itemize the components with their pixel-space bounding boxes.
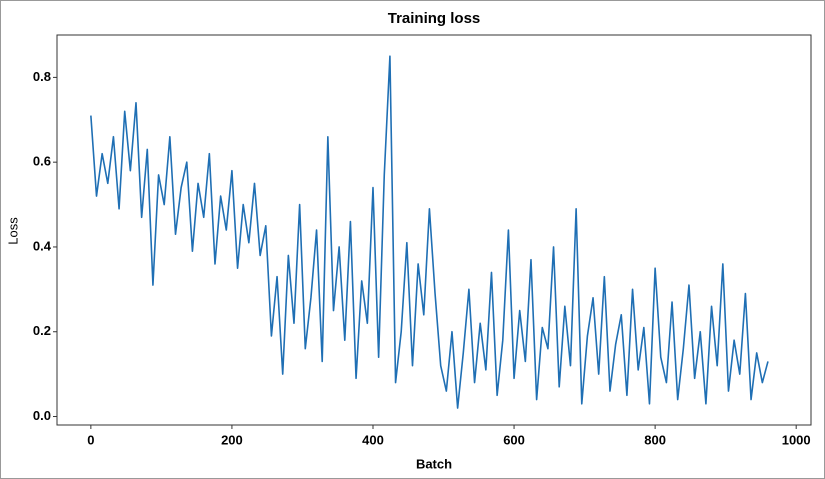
y-axis-label: Loss bbox=[5, 217, 20, 245]
y-tick-label: 0.4 bbox=[33, 238, 52, 253]
y-tick-label: 0.6 bbox=[33, 154, 51, 169]
loss-line bbox=[90, 55, 769, 409]
y-tick-label: 0.0 bbox=[33, 408, 51, 423]
x-tick-label: 0 bbox=[87, 432, 94, 447]
y-tick-label: 0.8 bbox=[33, 69, 51, 84]
x-tick-label: 400 bbox=[362, 432, 384, 447]
x-tick-label: 200 bbox=[221, 432, 243, 447]
plot-frame bbox=[56, 34, 812, 426]
chart-title: Training loss bbox=[388, 10, 481, 27]
y-tick-label: 0.2 bbox=[33, 323, 51, 338]
x-axis-label: Batch bbox=[416, 456, 452, 471]
x-tick-label: 800 bbox=[644, 432, 666, 447]
x-tick-label: 1000 bbox=[782, 432, 811, 447]
x-tick-label: 600 bbox=[503, 432, 525, 447]
